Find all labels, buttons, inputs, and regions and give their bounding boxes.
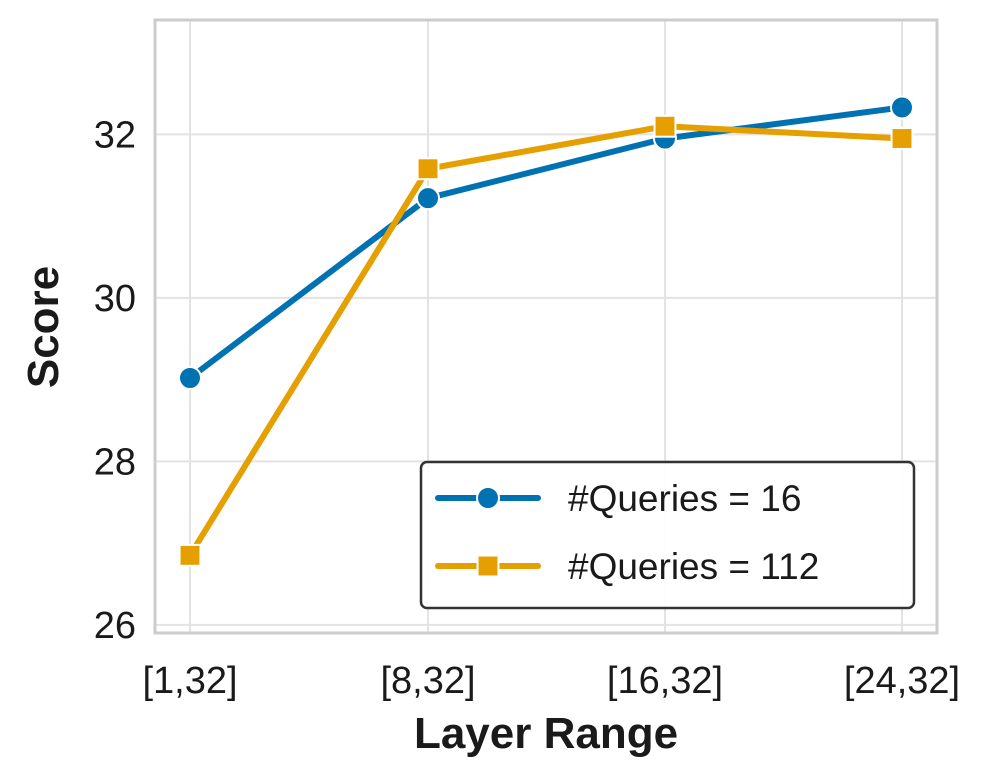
series-layer (178, 95, 914, 567)
x-tick-label: [16,32] (607, 660, 723, 702)
data-point (653, 114, 677, 138)
x-tick-label: [1,32] (142, 660, 237, 702)
data-point (416, 157, 440, 181)
legend-marker (476, 486, 500, 510)
data-point (178, 543, 202, 567)
legend-marker (476, 554, 500, 578)
x-axis-label: Layer Range (414, 709, 678, 758)
y-tick-label: 32 (94, 114, 136, 156)
legend-label: #Queries = 16 (568, 478, 801, 519)
legend-entry-1: #Queries = 112 (435, 546, 819, 587)
plot-frame (153, 18, 939, 635)
y-tick-label: 30 (94, 278, 136, 320)
legend-box (419, 460, 916, 610)
data-point (178, 365, 202, 390)
legend: #Queries = 16 #Queries = 112 (419, 460, 916, 610)
y-tick-label: 28 (94, 441, 136, 483)
x-tick-label: [8,32] (380, 660, 475, 702)
series-1 (178, 114, 914, 567)
y-tick-label: 26 (94, 605, 136, 647)
y-axis-label: Score (19, 266, 68, 388)
y-tick-labels: 26 28 30 32 (94, 114, 136, 646)
x-tick-label: [24,32] (844, 660, 960, 702)
legend-label: #Queries = 112 (568, 546, 819, 587)
series-line (187, 123, 905, 559)
x-tick-labels: [1,32] [8,32] [16,32] [24,32] (142, 660, 960, 702)
data-point (416, 186, 440, 211)
data-point (890, 95, 914, 120)
legend-entry-0: #Queries = 16 (435, 478, 801, 519)
series-0 (178, 95, 914, 390)
series-line (187, 104, 905, 381)
data-point (890, 127, 914, 150)
